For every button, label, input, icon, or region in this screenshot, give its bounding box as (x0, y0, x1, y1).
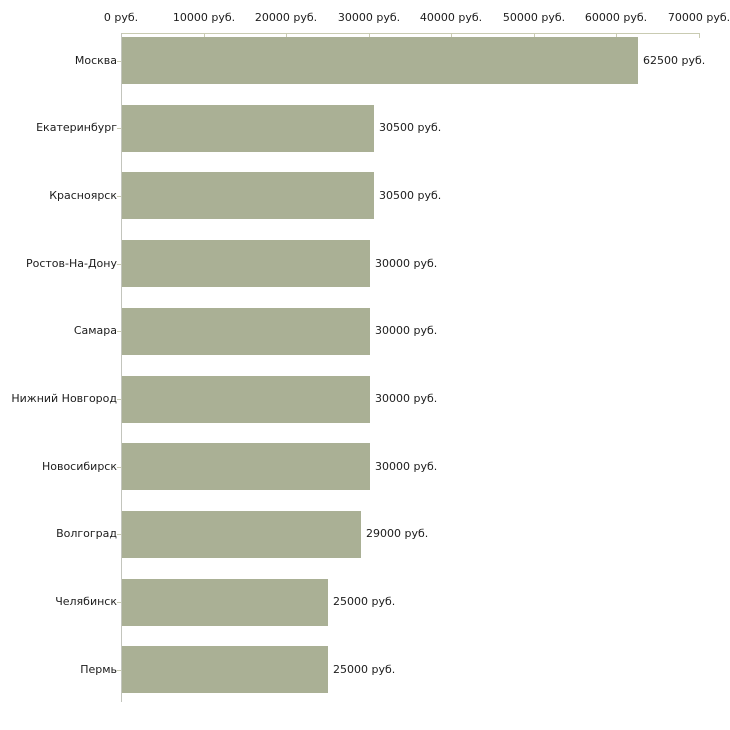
value-label: 30000 руб. (375, 324, 438, 337)
category-label: Волгоград (56, 527, 117, 540)
bar (122, 646, 328, 693)
bar (122, 105, 374, 152)
x-axis-line (121, 33, 700, 34)
category-label: Красноярск (49, 189, 117, 202)
category-label: Самара (73, 324, 117, 337)
value-label: 30000 руб. (375, 460, 438, 473)
value-label: 30500 руб. (379, 121, 442, 134)
x-axis-tick (699, 33, 700, 38)
value-label: 25000 руб. (333, 595, 396, 608)
x-axis-tick (451, 33, 452, 38)
bar (122, 240, 370, 287)
value-label: 30000 руб. (375, 257, 438, 270)
x-axis-tick-label: 30000 руб. (337, 11, 401, 24)
category-tick (117, 467, 121, 468)
bar (122, 37, 638, 84)
bar (122, 511, 361, 558)
category-label: Новосибирск (41, 460, 117, 473)
x-axis-tick-label: 50000 руб. (502, 11, 566, 24)
x-axis-tick-label: 40000 руб. (419, 11, 483, 24)
category-label: Пермь (80, 663, 117, 676)
x-axis-tick-label: 10000 руб. (172, 11, 236, 24)
x-axis-tick (534, 33, 535, 38)
bar (122, 308, 370, 355)
category-tick (117, 534, 121, 535)
x-axis-tick (204, 33, 205, 38)
value-label: 30000 руб. (375, 392, 438, 405)
bar (122, 172, 374, 219)
value-label: 30500 руб. (379, 189, 442, 202)
x-axis-tick-label: 70000 руб. (667, 11, 730, 24)
category-label: Екатеринбург (36, 121, 117, 134)
x-axis-tick-label: 0 руб. (103, 11, 139, 24)
category-tick (117, 331, 121, 332)
x-axis-tick (369, 33, 370, 38)
x-axis-tick (616, 33, 617, 38)
bar (122, 443, 370, 490)
x-axis-tick-label: 60000 руб. (584, 11, 648, 24)
category-label: Нижний Новгород (11, 392, 117, 405)
bar (122, 579, 328, 626)
category-tick (117, 670, 121, 671)
category-label: Челябинск (55, 595, 117, 608)
category-tick (117, 196, 121, 197)
category-tick (117, 602, 121, 603)
bar (122, 376, 370, 423)
y-axis-line (121, 33, 122, 702)
x-axis-tick-label: 20000 руб. (254, 11, 318, 24)
category-label: Ростов-На-Дону (25, 257, 117, 270)
category-tick (117, 61, 121, 62)
category-tick (117, 264, 121, 265)
x-axis-tick (286, 33, 287, 38)
category-label: Москва (74, 54, 117, 67)
value-label: 62500 руб. (643, 54, 706, 67)
category-tick (117, 399, 121, 400)
value-label: 25000 руб. (333, 663, 396, 676)
category-tick (117, 128, 121, 129)
value-label: 29000 руб. (366, 527, 429, 540)
